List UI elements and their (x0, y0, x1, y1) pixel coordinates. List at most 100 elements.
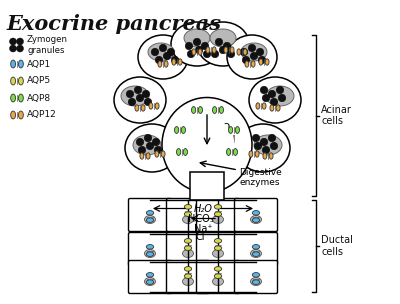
Circle shape (152, 138, 160, 146)
Circle shape (142, 90, 150, 98)
Circle shape (136, 138, 144, 146)
Ellipse shape (146, 211, 154, 215)
Ellipse shape (252, 211, 260, 215)
Ellipse shape (174, 126, 179, 133)
Text: Na⁺: Na⁺ (194, 223, 212, 233)
Ellipse shape (210, 29, 236, 47)
Ellipse shape (237, 49, 241, 55)
Ellipse shape (11, 60, 16, 68)
Circle shape (254, 142, 262, 150)
Ellipse shape (206, 47, 210, 53)
Circle shape (252, 134, 260, 142)
Circle shape (187, 50, 195, 58)
Ellipse shape (212, 47, 216, 53)
Circle shape (134, 86, 142, 94)
Circle shape (203, 50, 211, 58)
Ellipse shape (144, 250, 156, 257)
Ellipse shape (182, 216, 194, 223)
Ellipse shape (184, 267, 192, 271)
Text: H₂O: H₂O (211, 123, 231, 133)
Text: AQP1: AQP1 (27, 60, 51, 68)
Ellipse shape (121, 86, 149, 106)
Circle shape (262, 94, 270, 102)
Text: HCO₃⁻: HCO₃⁻ (188, 213, 218, 223)
Circle shape (144, 134, 152, 142)
Ellipse shape (184, 274, 192, 278)
Ellipse shape (228, 126, 233, 133)
Ellipse shape (265, 59, 269, 65)
Ellipse shape (250, 216, 262, 223)
Text: AQP12: AQP12 (27, 110, 57, 119)
Ellipse shape (18, 111, 23, 119)
Circle shape (270, 142, 278, 150)
Ellipse shape (214, 274, 222, 278)
Ellipse shape (164, 61, 168, 67)
Ellipse shape (250, 278, 262, 285)
Circle shape (268, 134, 276, 142)
Ellipse shape (276, 105, 280, 111)
Ellipse shape (146, 273, 154, 277)
Ellipse shape (235, 126, 240, 133)
Text: Ductal
cells: Ductal cells (321, 235, 353, 257)
Ellipse shape (144, 278, 156, 285)
Ellipse shape (180, 118, 234, 172)
Ellipse shape (236, 124, 290, 172)
Text: Cl⁻: Cl⁻ (196, 233, 210, 243)
Ellipse shape (252, 273, 260, 277)
Circle shape (248, 44, 256, 52)
Ellipse shape (146, 218, 154, 223)
Ellipse shape (245, 61, 249, 67)
Ellipse shape (251, 61, 255, 67)
Ellipse shape (155, 151, 159, 157)
Circle shape (250, 52, 258, 60)
Ellipse shape (255, 151, 259, 157)
Bar (190, 172, 224, 200)
Ellipse shape (227, 35, 277, 79)
Ellipse shape (184, 239, 192, 243)
FancyBboxPatch shape (196, 233, 240, 265)
Circle shape (167, 48, 175, 56)
Ellipse shape (233, 149, 238, 155)
Ellipse shape (149, 103, 153, 109)
Circle shape (10, 38, 16, 45)
Circle shape (260, 86, 268, 94)
Ellipse shape (198, 107, 202, 113)
Circle shape (151, 48, 159, 56)
Text: AQP5: AQP5 (27, 77, 51, 85)
Text: NaCl: NaCl (211, 135, 236, 145)
Circle shape (138, 146, 146, 154)
Circle shape (262, 146, 270, 154)
Ellipse shape (266, 86, 294, 106)
Ellipse shape (241, 43, 267, 61)
Text: Zymogen
granules: Zymogen granules (27, 35, 68, 55)
Ellipse shape (252, 280, 260, 285)
Circle shape (136, 94, 144, 102)
FancyBboxPatch shape (128, 261, 172, 293)
Circle shape (16, 38, 24, 45)
Ellipse shape (171, 22, 223, 66)
Ellipse shape (11, 94, 16, 102)
Ellipse shape (182, 278, 194, 285)
Circle shape (260, 138, 268, 146)
Ellipse shape (249, 151, 253, 157)
Circle shape (144, 98, 152, 106)
Circle shape (126, 90, 134, 98)
Ellipse shape (184, 246, 192, 250)
Ellipse shape (162, 98, 252, 192)
Ellipse shape (146, 252, 154, 256)
FancyBboxPatch shape (128, 199, 172, 232)
Ellipse shape (181, 126, 186, 133)
Text: H₂O: H₂O (194, 203, 212, 213)
Ellipse shape (214, 212, 222, 216)
Ellipse shape (252, 245, 260, 249)
Ellipse shape (214, 205, 222, 209)
Ellipse shape (184, 29, 210, 47)
Ellipse shape (135, 105, 139, 111)
Circle shape (227, 50, 235, 58)
Ellipse shape (270, 105, 274, 111)
FancyBboxPatch shape (234, 233, 278, 265)
Ellipse shape (224, 47, 228, 53)
Ellipse shape (184, 212, 192, 216)
Circle shape (154, 146, 162, 154)
Circle shape (268, 90, 276, 98)
